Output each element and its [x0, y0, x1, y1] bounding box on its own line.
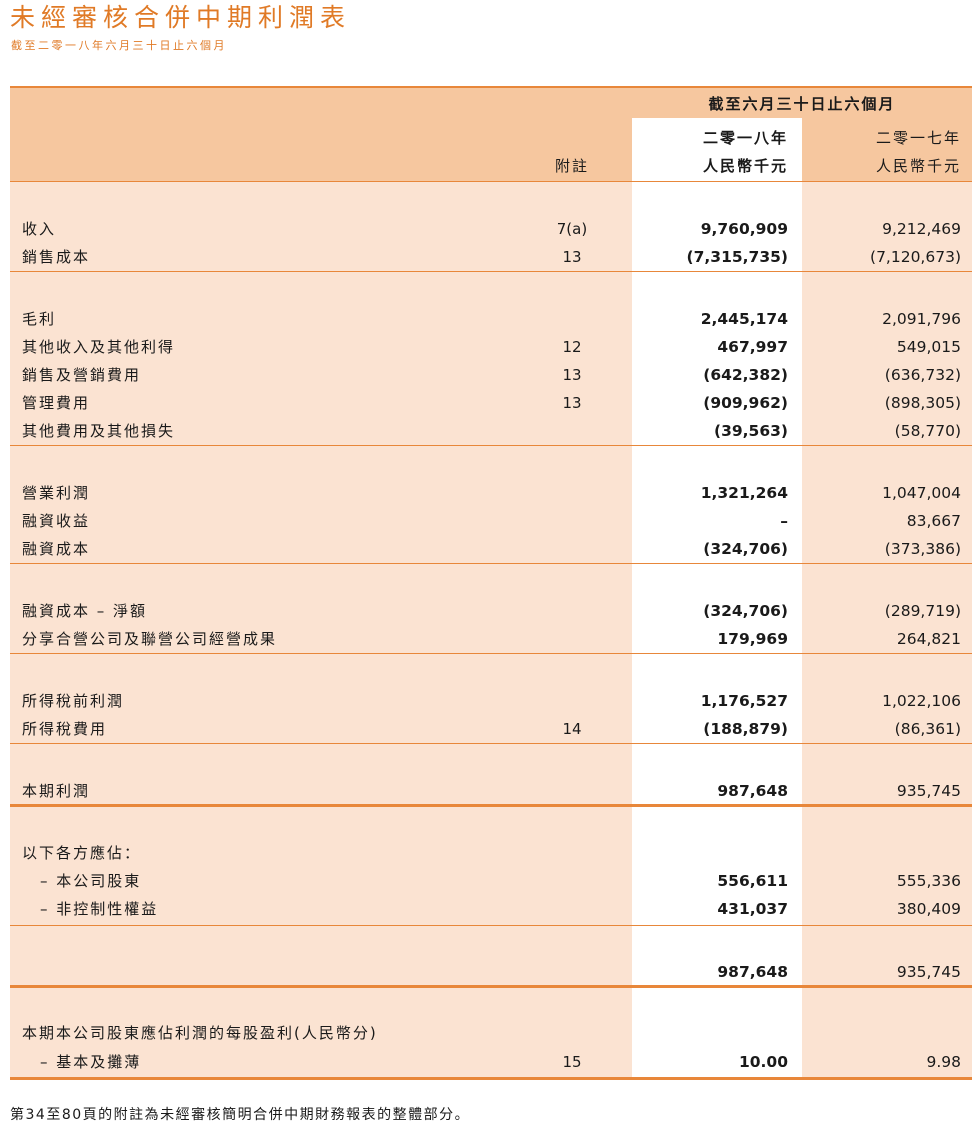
row-prior-value: (636,732): [884, 366, 961, 384]
row-current-value: 179,969: [717, 630, 788, 648]
row-prior-value: 935,745: [896, 782, 961, 800]
current-year-heading: 二零一八年: [702, 129, 788, 147]
row-current-value: (188,879): [703, 720, 788, 738]
row-current-value: 1,176,527: [700, 692, 788, 710]
row-prior-value: 9,212,469: [882, 220, 961, 238]
row-note: 13: [562, 394, 582, 412]
row-label: – 本公司股東: [40, 872, 142, 890]
row-prior-value: 1,022,106: [882, 692, 961, 710]
row-prior-value: (289,719): [884, 602, 961, 620]
current-unit-heading: 人民幣千元: [702, 157, 788, 175]
note-heading: 附註: [554, 157, 589, 175]
row-label: 融資成本: [22, 540, 91, 558]
row-label: 其他收入及其他利得: [22, 338, 176, 356]
row-current-value: –: [780, 512, 788, 530]
row-label: 以下各方應佔：: [22, 844, 142, 862]
row-note: 7(a): [556, 220, 588, 238]
row-prior-value: (86,361): [894, 720, 961, 738]
row-note: 12: [562, 338, 582, 356]
row-current-value: (642,382): [703, 366, 788, 384]
table-header-band: [10, 86, 972, 181]
row-note: 15: [562, 1053, 582, 1071]
row-prior-value: 935,745: [896, 963, 961, 981]
row-label: 收入: [22, 220, 57, 238]
row-note: 14: [562, 720, 582, 738]
row-current-value: 431,037: [717, 900, 788, 918]
row-prior-value: 2,091,796: [882, 310, 961, 328]
row-note: 13: [562, 366, 582, 384]
row-current-value: 1,321,264: [700, 484, 788, 502]
row-label: 管理費用: [22, 394, 91, 412]
row-prior-value: (373,386): [884, 540, 961, 558]
section-rule-thick: [10, 804, 972, 807]
section-rule-thick: [10, 985, 972, 988]
page-title: 未經審核合併中期利潤表: [10, 3, 352, 32]
row-current-value: (39,563): [714, 422, 788, 440]
row-label: 銷售及營銷費用: [22, 366, 142, 384]
row-prior-value: (58,770): [894, 422, 961, 440]
row-label: 本期利潤: [22, 782, 91, 800]
row-label: 毛利: [22, 310, 57, 328]
row-label: – 基本及攤薄: [40, 1053, 142, 1071]
table-top-rule: [10, 86, 972, 88]
section-rule: [10, 445, 972, 446]
row-prior-value: 83,667: [906, 512, 961, 530]
row-prior-value: (898,305): [884, 394, 961, 412]
row-note: 13: [562, 248, 582, 266]
current-year-column-band: [632, 118, 802, 1080]
row-label: 所得稅前利潤: [22, 692, 125, 710]
prior-unit-heading: 人民幣千元: [875, 157, 961, 175]
row-current-value: 987,648: [717, 782, 788, 800]
footer-note: 第34至80頁的附註為未經審核簡明合併中期財務報表的整體部分。: [10, 1107, 471, 1123]
row-prior-value: 9.98: [926, 1053, 961, 1071]
section-rule: [10, 653, 972, 654]
row-current-value: 467,997: [717, 338, 788, 356]
row-current-value: 9,760,909: [700, 220, 788, 238]
row-label: 其他費用及其他損失: [22, 422, 176, 440]
row-current-value: (324,706): [703, 540, 788, 558]
row-prior-value: 264,821: [896, 630, 961, 648]
row-label: – 非控制性權益: [40, 900, 159, 918]
row-prior-value: (7,120,673): [870, 248, 961, 266]
section-rule: [10, 563, 972, 564]
row-label: 營業利潤: [22, 484, 91, 502]
period-heading: 截至六月三十日止六個月: [708, 95, 896, 113]
row-prior-value: 1,047,004: [882, 484, 961, 502]
row-current-value: (324,706): [703, 602, 788, 620]
income-statement-table: 截至六月三十日止六個月 二零一八年 人民幣千元 二零一七年 人民幣千元 附註 收…: [10, 86, 972, 1080]
prior-year-heading: 二零一七年: [875, 129, 961, 147]
section-rule: [10, 743, 972, 744]
row-current-value: (909,962): [703, 394, 788, 412]
row-current-value: 556,611: [717, 872, 788, 890]
section-rule: [10, 271, 972, 272]
row-current-value: 987,648: [717, 963, 788, 981]
row-current-value: (7,315,735): [686, 248, 788, 266]
row-label: 融資收益: [22, 512, 91, 530]
row-current-value: 2,445,174: [700, 310, 788, 328]
row-label: 所得稅費用: [22, 720, 108, 738]
row-label: 本期本公司股東應佔利潤的每股盈利(人民幣分): [22, 1024, 378, 1042]
row-prior-value: 549,015: [896, 338, 961, 356]
section-rule: [10, 925, 972, 926]
header-rule: [10, 181, 972, 182]
page-subtitle: 截至二零一八年六月三十日止六個月: [11, 39, 227, 52]
row-prior-value: 380,409: [896, 900, 961, 918]
row-label: 銷售成本: [22, 248, 91, 266]
row-label: 分享合營公司及聯營公司經營成果: [22, 630, 278, 648]
row-prior-value: 555,336: [896, 872, 961, 890]
row-label: 融資成本 – 淨額: [22, 602, 148, 620]
table-bottom-rule: [10, 1077, 972, 1080]
row-current-value: 10.00: [738, 1053, 788, 1071]
